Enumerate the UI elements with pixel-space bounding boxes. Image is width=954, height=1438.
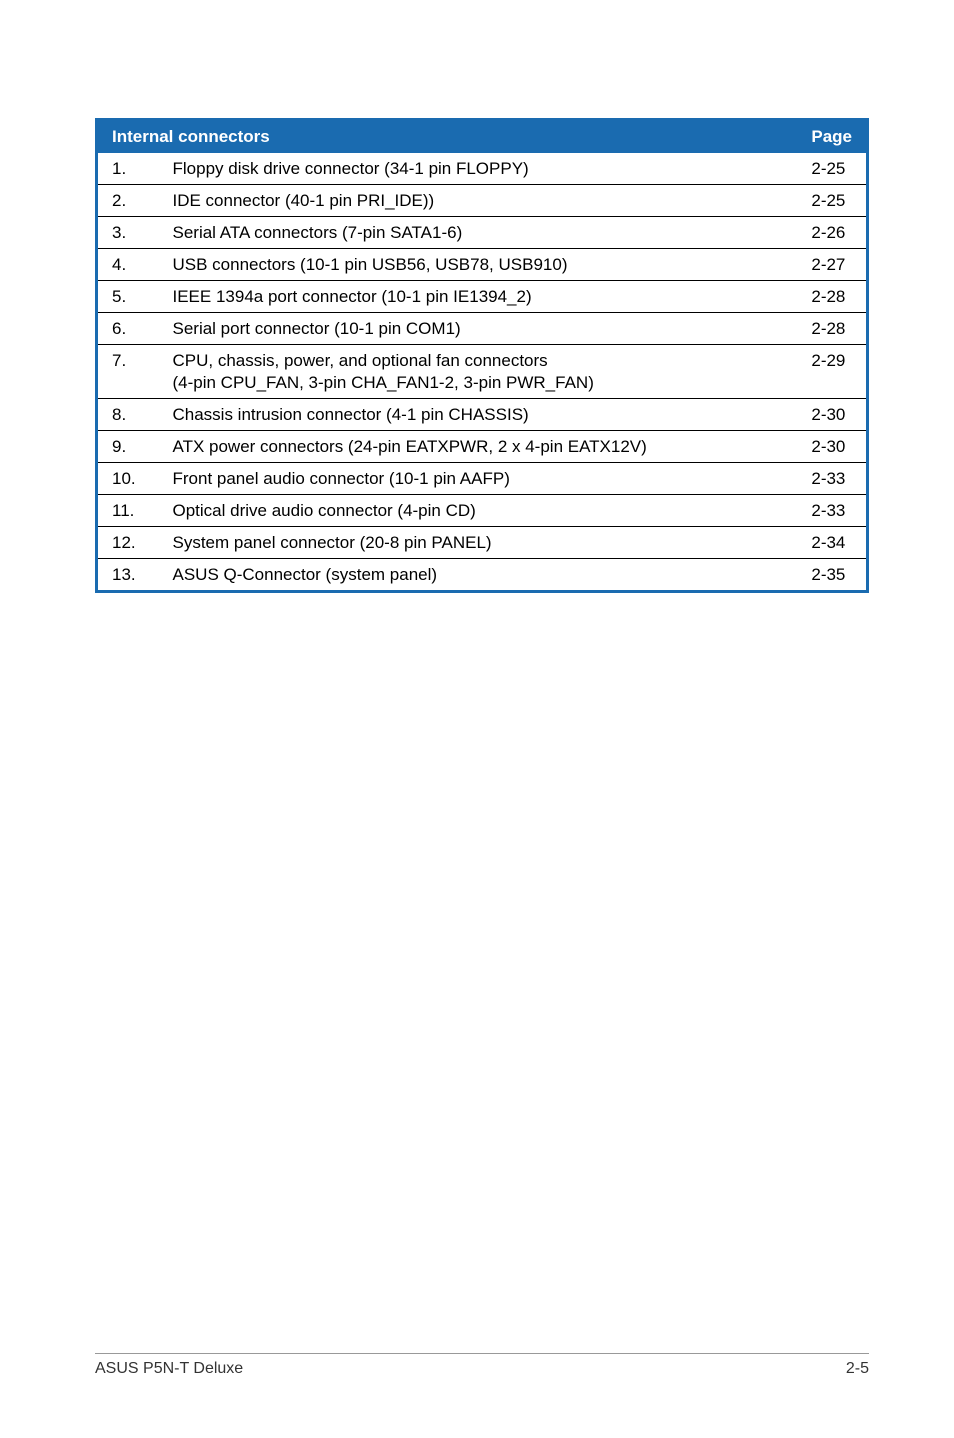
table-title: Internal connectors: [97, 120, 798, 154]
table-header-row: Internal connectors Page: [97, 120, 868, 154]
table-row: 6. Serial port connector (10-1 pin COM1)…: [97, 313, 868, 345]
table-row: 12. System panel connector (20-8 pin PAN…: [97, 527, 868, 559]
footer-left: ASUS P5N-T Deluxe: [95, 1360, 243, 1378]
row-description: Serial ATA connectors (7-pin SATA1-6): [159, 217, 798, 249]
table-page-header: Page: [797, 120, 867, 154]
table-row: 10. Front panel audio connector (10-1 pi…: [97, 463, 868, 495]
row-description: Optical drive audio connector (4-pin CD): [159, 495, 798, 527]
row-page: 2-25: [797, 185, 867, 217]
row-description: Chassis intrusion connector (4-1 pin CHA…: [159, 399, 798, 431]
row-page: 2-33: [797, 463, 867, 495]
row-number: 3.: [97, 217, 159, 249]
row-page: 2-30: [797, 431, 867, 463]
row-page: 2-29: [797, 345, 867, 399]
row-description: Serial port connector (10-1 pin COM1): [159, 313, 798, 345]
table-row: 9. ATX power connectors (24-pin EATXPWR,…: [97, 431, 868, 463]
row-page: 2-26: [797, 217, 867, 249]
row-description: ASUS Q-Connector (system panel): [159, 559, 798, 592]
row-number: 7.: [97, 345, 159, 399]
row-description: Floppy disk drive connector (34-1 pin FL…: [159, 153, 798, 185]
row-page: 2-33: [797, 495, 867, 527]
row-description: CPU, chassis, power, and optional fan co…: [159, 345, 798, 399]
row-description: Front panel audio connector (10-1 pin AA…: [159, 463, 798, 495]
row-desc-main: CPU, chassis, power, and optional fan co…: [173, 351, 548, 370]
row-number: 4.: [97, 249, 159, 281]
table-row: 4. USB connectors (10-1 pin USB56, USB78…: [97, 249, 868, 281]
row-description: ATX power connectors (24-pin EATXPWR, 2 …: [159, 431, 798, 463]
page-content: Internal connectors Page 1. Floppy disk …: [0, 0, 954, 593]
table-row: 11. Optical drive audio connector (4-pin…: [97, 495, 868, 527]
footer-right: 2-5: [846, 1360, 869, 1378]
row-number: 5.: [97, 281, 159, 313]
row-page: 2-27: [797, 249, 867, 281]
row-description: USB connectors (10-1 pin USB56, USB78, U…: [159, 249, 798, 281]
table-body: 1. Floppy disk drive connector (34-1 pin…: [97, 153, 868, 592]
row-number: 8.: [97, 399, 159, 431]
row-number: 12.: [97, 527, 159, 559]
table-row: 8. Chassis intrusion connector (4-1 pin …: [97, 399, 868, 431]
row-page: 2-34: [797, 527, 867, 559]
row-page: 2-25: [797, 153, 867, 185]
row-desc-sub: (4-pin CPU_FAN, 3-pin CHA_FAN1-2, 3-pin …: [173, 373, 788, 393]
row-page: 2-30: [797, 399, 867, 431]
row-description: System panel connector (20-8 pin PANEL): [159, 527, 798, 559]
row-number: 6.: [97, 313, 159, 345]
row-number: 2.: [97, 185, 159, 217]
table-row: 7. CPU, chassis, power, and optional fan…: [97, 345, 868, 399]
table-row: 1. Floppy disk drive connector (34-1 pin…: [97, 153, 868, 185]
row-number: 1.: [97, 153, 159, 185]
table-row: 2. IDE connector (40-1 pin PRI_IDE)) 2-2…: [97, 185, 868, 217]
row-number: 13.: [97, 559, 159, 592]
table-row: 13. ASUS Q-Connector (system panel) 2-35: [97, 559, 868, 592]
table-row: 3. Serial ATA connectors (7-pin SATA1-6)…: [97, 217, 868, 249]
row-number: 11.: [97, 495, 159, 527]
row-page: 2-28: [797, 281, 867, 313]
row-page: 2-28: [797, 313, 867, 345]
row-page: 2-35: [797, 559, 867, 592]
page-footer: ASUS P5N-T Deluxe 2-5: [95, 1353, 869, 1378]
row-description: IEEE 1394a port connector (10-1 pin IE13…: [159, 281, 798, 313]
row-number: 10.: [97, 463, 159, 495]
row-number: 9.: [97, 431, 159, 463]
internal-connectors-table: Internal connectors Page 1. Floppy disk …: [95, 118, 869, 593]
table-row: 5. IEEE 1394a port connector (10-1 pin I…: [97, 281, 868, 313]
row-description: IDE connector (40-1 pin PRI_IDE)): [159, 185, 798, 217]
